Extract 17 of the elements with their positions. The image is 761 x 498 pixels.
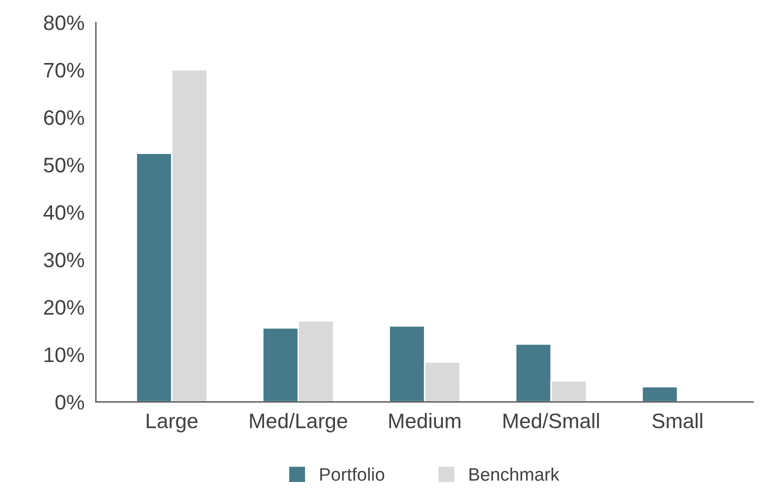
x-tick-label: Med/Large (250, 412, 348, 432)
x-tick-label: Med/Small (504, 412, 599, 428)
y-tick-label: 50% (44, 158, 84, 172)
y-tick-label: 0% (55, 394, 84, 410)
x-tick-label: Large (146, 414, 198, 432)
y-tick-label: 20% (44, 300, 84, 315)
y-tick-label: 60% (44, 110, 84, 126)
bar (641, 386, 678, 402)
legend-label: Benchmark (470, 468, 560, 481)
x-tick-label: Small (652, 412, 702, 428)
legend-label: Portfolio (320, 468, 384, 481)
y-tick-label: 80% (44, 15, 84, 30)
x-tick-label: Medium (389, 412, 460, 428)
y-tick-label: 40% (44, 205, 84, 220)
y-tick-label: 10% (44, 347, 84, 362)
y-tick-label: 70% (44, 62, 84, 78)
y-tick-label: 30% (44, 252, 84, 268)
